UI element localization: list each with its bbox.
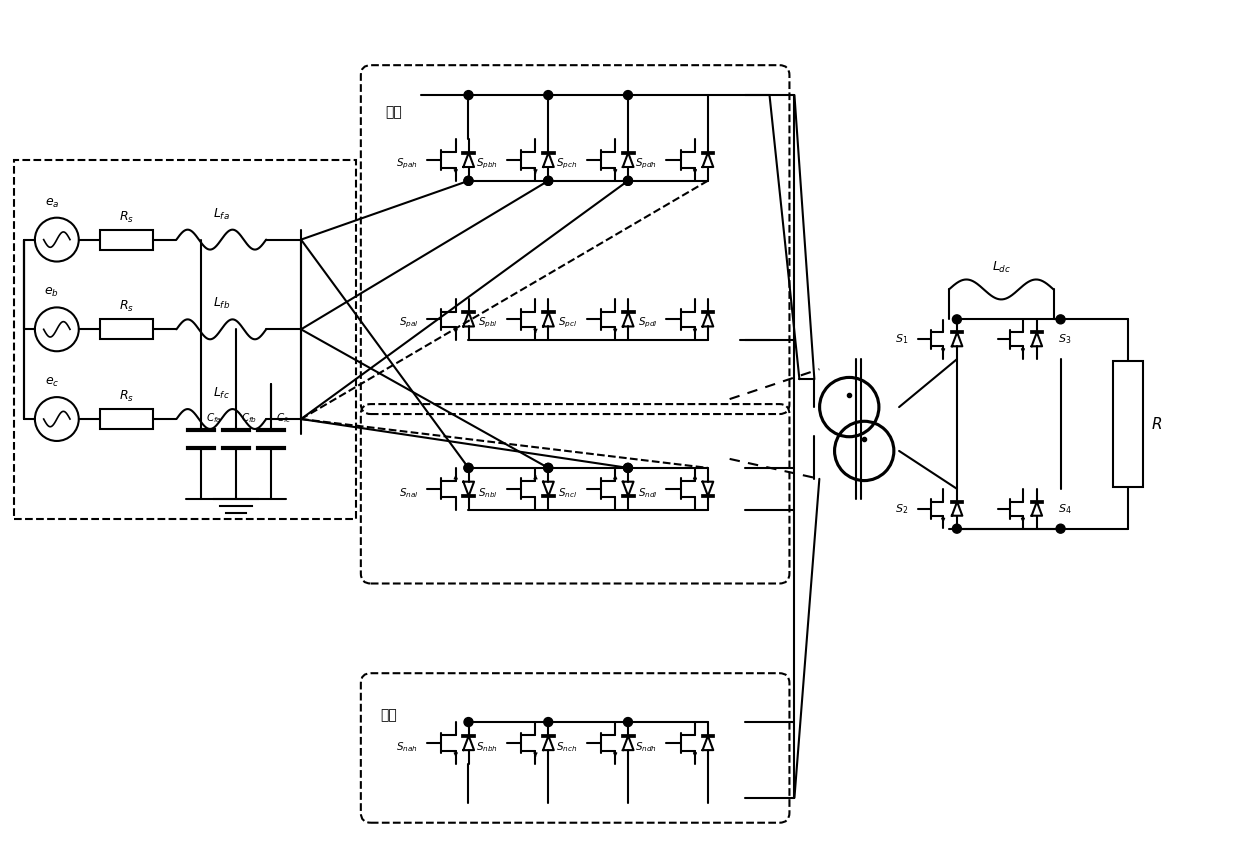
Text: $S_{nch}$: $S_{nch}$ — [556, 740, 577, 753]
Text: $C_{fb}$: $C_{fb}$ — [242, 411, 258, 425]
Text: $S_{pcl}$: $S_{pcl}$ — [559, 316, 577, 331]
Text: $R_s$: $R_s$ — [119, 210, 134, 225]
Text: $R_s$: $R_s$ — [119, 299, 134, 314]
Text: $L_{fb}$: $L_{fb}$ — [213, 296, 230, 311]
Circle shape — [623, 90, 632, 100]
Circle shape — [623, 176, 632, 186]
Text: $e_a$: $e_a$ — [45, 197, 59, 210]
Circle shape — [544, 176, 553, 186]
Text: $S_{ndl}$: $S_{ndl}$ — [638, 486, 658, 500]
Circle shape — [623, 176, 632, 186]
Circle shape — [544, 90, 553, 100]
Text: $S_{ncl}$: $S_{ncl}$ — [559, 486, 577, 500]
Text: $S_{nal}$: $S_{nal}$ — [399, 486, 418, 500]
Circle shape — [544, 176, 553, 186]
Circle shape — [1056, 315, 1066, 324]
Circle shape — [953, 315, 961, 324]
FancyBboxPatch shape — [100, 409, 154, 429]
Circle shape — [623, 463, 632, 472]
Circle shape — [463, 463, 473, 472]
Circle shape — [544, 463, 553, 472]
Text: $L_{fa}$: $L_{fa}$ — [213, 206, 229, 222]
Text: $R$: $R$ — [1151, 416, 1162, 432]
FancyBboxPatch shape — [100, 229, 154, 250]
Text: $S_{pah}$: $S_{pah}$ — [396, 156, 418, 171]
Circle shape — [463, 463, 473, 472]
Text: 负组: 负组 — [380, 708, 398, 722]
Text: 正组: 正组 — [385, 105, 403, 119]
Circle shape — [544, 463, 553, 472]
FancyBboxPatch shape — [1114, 362, 1144, 487]
Text: $S_{pbl}$: $S_{pbl}$ — [478, 316, 498, 331]
Text: $S_1$: $S_1$ — [895, 332, 908, 346]
Text: $S_{nbh}$: $S_{nbh}$ — [476, 740, 498, 753]
Text: $S_{ndh}$: $S_{ndh}$ — [636, 740, 658, 753]
Circle shape — [463, 176, 473, 186]
Text: $S_{nah}$: $S_{nah}$ — [396, 740, 418, 753]
Text: $S_3$: $S_3$ — [1058, 332, 1070, 346]
Circle shape — [463, 176, 473, 186]
Circle shape — [623, 717, 632, 727]
Circle shape — [463, 717, 473, 727]
Text: $S_{nbl}$: $S_{nbl}$ — [478, 486, 498, 500]
Text: $R_s$: $R_s$ — [119, 389, 134, 404]
Circle shape — [463, 90, 473, 100]
Text: $L_{fc}$: $L_{fc}$ — [213, 386, 229, 401]
Text: $S_4$: $S_4$ — [1058, 502, 1072, 515]
Circle shape — [544, 717, 553, 727]
Text: $S_{pdh}$: $S_{pdh}$ — [636, 156, 658, 171]
Circle shape — [953, 524, 961, 533]
FancyBboxPatch shape — [100, 320, 154, 339]
Circle shape — [1056, 524, 1066, 533]
Text: $S_{pdl}$: $S_{pdl}$ — [638, 316, 658, 331]
Text: $C_{fc}$: $C_{fc}$ — [276, 411, 292, 425]
Text: $S_2$: $S_2$ — [895, 502, 908, 515]
Text: $e_b$: $e_b$ — [45, 286, 59, 300]
Text: $S_{pbh}$: $S_{pbh}$ — [476, 156, 498, 171]
Text: $S_{pch}$: $S_{pch}$ — [556, 156, 577, 171]
Text: $e_c$: $e_c$ — [45, 376, 59, 389]
Text: $C_{fa}$: $C_{fa}$ — [207, 411, 222, 425]
Circle shape — [623, 463, 632, 472]
Text: $L_{dc}$: $L_{dc}$ — [991, 259, 1011, 275]
Text: $S_{pal}$: $S_{pal}$ — [399, 316, 418, 331]
